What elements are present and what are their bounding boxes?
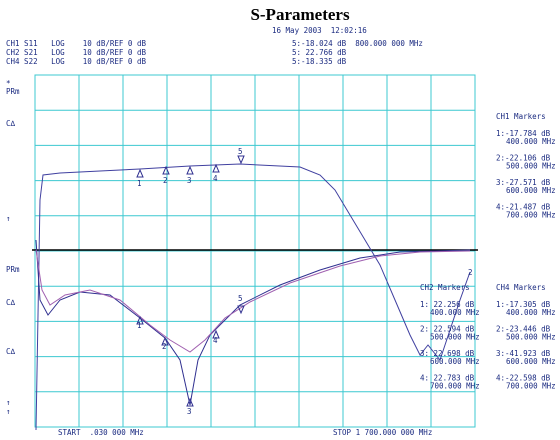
marker-row: 4:-21.487 dB <box>496 203 551 212</box>
marker-row: 1:-17.784 dB <box>496 129 551 138</box>
side-label: C∆ <box>6 347 16 356</box>
marker-row: 2: 22.594 dB <box>420 325 475 334</box>
marker-triangles <box>136 155 245 407</box>
marker-number: 4 <box>213 336 218 345</box>
marker-number: 1 <box>137 321 142 330</box>
marker-row: 500.000 MHz <box>506 162 556 171</box>
channel-line: CH2 S21 LOG 10 dB/REF 0 dB <box>6 48 146 57</box>
marker-number: 3 <box>187 407 192 416</box>
marker-row: 500.000 MHz <box>430 333 480 342</box>
marker-number: 2 <box>468 268 473 277</box>
channel-line: CH1 S11 LOG 10 dB/REF 0 dB <box>6 39 146 48</box>
marker-row: 2:-22.106 dB <box>496 154 551 163</box>
trace-s21 <box>35 163 471 431</box>
marker-number: 5 <box>238 294 243 303</box>
marker-row: 3:-27.571 dB <box>496 178 551 187</box>
grid <box>35 75 475 427</box>
marker-row: 2:-23.446 dB <box>496 325 551 334</box>
marker-row: 400.000 MHz <box>506 137 556 146</box>
marker5-readout: 5:-18.024 dB 800.000 000 MHz <box>292 39 423 48</box>
side-label: ↑ <box>6 214 11 223</box>
side-label: ↑ <box>6 398 11 407</box>
side-label: * <box>6 79 11 88</box>
marker-number: 5 <box>238 147 243 156</box>
trace-s11 <box>35 239 471 406</box>
stop-label: STOP 1 700.000 000 MHz <box>333 428 432 437</box>
start-label: START .030 000 MHz <box>58 428 144 437</box>
marker-number: 2 <box>163 176 168 185</box>
marker-row: 1: 22.256 dB <box>420 300 475 309</box>
side-label: C∆ <box>6 119 16 128</box>
marker-title: CH4 Markers <box>496 283 546 292</box>
marker-row: 3:-41.923 dB <box>496 349 551 358</box>
marker-row: 400.000 MHz <box>506 308 556 317</box>
trace-s22 <box>35 249 471 353</box>
marker-number: 4 <box>213 174 218 183</box>
side-label: C∆ <box>6 298 16 307</box>
marker-row: 400.000 MHz <box>430 308 480 317</box>
marker-row: 3: 22.698 dB <box>420 349 475 358</box>
marker5-readout: 5: 22.766 dB <box>292 48 347 57</box>
timestamp: 16 May 2003 12:02:16 <box>272 26 367 35</box>
marker-row: 700.000 MHz <box>506 382 556 391</box>
marker-row: 4:-22.598 dB <box>496 374 551 383</box>
graticule-border <box>34 74 476 428</box>
marker5-readout: 5:-18.335 dB <box>292 57 347 66</box>
marker-row: 700.000 MHz <box>430 382 480 391</box>
marker-number: 1 <box>137 179 142 188</box>
side-label: ↑ <box>6 407 11 416</box>
marker-number: 3 <box>187 176 192 185</box>
marker-row: 700.000 MHz <box>506 211 556 220</box>
channel-line: CH4 S22 LOG 10 dB/REF 0 dB <box>6 57 146 66</box>
side-label: PRm <box>6 87 20 96</box>
title: S-Parameters <box>250 5 350 24</box>
marker-row: 600.000 MHz <box>430 357 480 366</box>
marker-row: 500.000 MHz <box>506 333 556 342</box>
marker-number: 2 <box>162 342 167 351</box>
side-label: PRm <box>6 265 20 274</box>
marker-row: 600.000 MHz <box>506 186 556 195</box>
marker-title: CH2 Markers <box>420 283 470 292</box>
marker-row: 1:-17.305 dB <box>496 300 551 309</box>
marker-title: CH1 Markers <box>496 112 546 121</box>
marker-row: 600.000 MHz <box>506 357 556 366</box>
marker-row: 4: 22.783 dB <box>420 374 475 383</box>
